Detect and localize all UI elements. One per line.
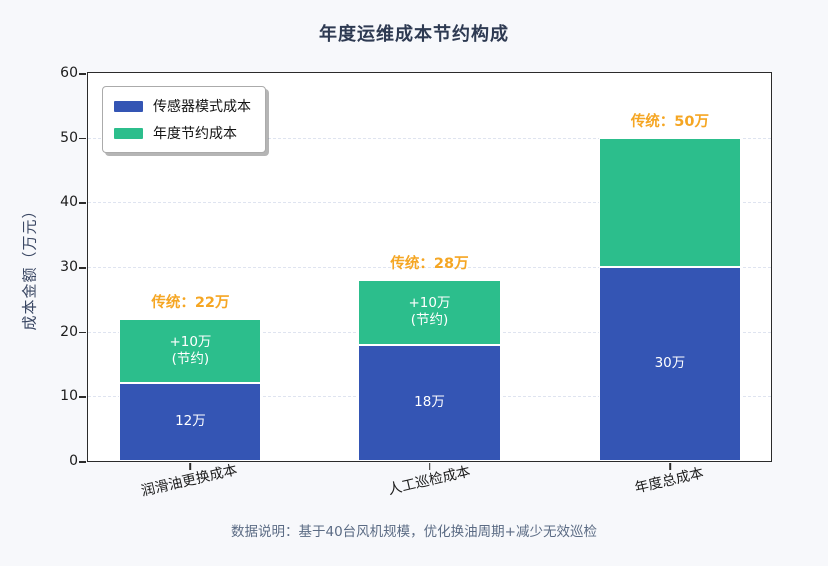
y-tick-mark [79,331,86,334]
bar-segment-sensor-label: 18万 [359,346,499,460]
legend-item-saving: 年度节约成本 [114,123,251,143]
plot-area: 60 50 40 30 20 10 0 传统：22万 +10万 (节约) [60,65,772,470]
saving-note: (节约) [171,351,210,368]
saving-value: +10万 [408,294,451,311]
bar-group-inspection: 传统：28万 +10万 (节约) 18万 [358,73,501,461]
bar-annotation-traditional: 传统：28万 [390,255,469,272]
y-tick-label-10: 10 [60,388,78,405]
bar-group-lubricant: 传统：22万 +10万 (节约) 12万 [119,73,262,461]
gridline-50 [88,137,771,139]
bar-segment-saving-label: +10万 (节约) [359,281,499,344]
y-tick-label-40: 40 [60,194,78,211]
legend-item-sensor: 传感器模式成本 [114,96,251,116]
saving-note: (节约) [410,312,449,329]
y-tick-label-50: 50 [60,129,78,146]
x-tick-mark [669,463,671,470]
y-axis-title: 成本金额（万元） [10,72,48,460]
y-tick-mark [79,267,86,269]
y-axis-title-text: 成本金额（万元） [20,201,39,331]
x-tick-mark [189,463,192,470]
y-tick-label-30: 30 [60,259,78,275]
gridline-30 [88,267,771,268]
legend-swatch-saving [114,127,143,139]
y-tick-mark [79,202,86,204]
y-tick-mark [79,73,86,75]
bar-segment-saving: +10万 (节约) [358,279,501,345]
legend-label-sensor: 传感器模式成本 [153,99,251,115]
sensor-value: 30万 [654,355,686,372]
bar-segment-sensor: 18万 [358,344,501,461]
y-tick-label-20: 20 [60,323,78,340]
bar-segment-sensor-label: 30万 [600,268,740,460]
bar-segment-sensor: 30万 [598,267,741,461]
y-tick-label-0: 0 [69,453,78,469]
y-tick-mark [79,461,86,463]
y-tick-mark [79,396,86,398]
legend-swatch-sensor [114,100,143,112]
bar-segment-sensor: 12万 [119,383,262,461]
bar-segment-saving [598,137,741,267]
bar-annotation-traditional: 传统：22万 [151,294,230,311]
bar-segment-sensor-label: 12万 [120,384,260,460]
y-tick-label-60: 60 [60,65,78,81]
bar-group-total: 传统：50万 30万 [598,73,741,461]
bar-segment-saving-label: +10万 (节约) [120,320,260,383]
saving-value: +10万 [169,333,212,350]
x-tick-label-inspection: 人工巡检成本 [386,463,472,499]
x-tick-label-lubricant: 润滑油更换成本 [140,462,240,500]
x-tick-label-total: 年度总成本 [633,465,706,497]
x-tick-mark [428,463,431,470]
bar-annotation-traditional: 传统：50万 [630,113,709,130]
sensor-value: 12万 [175,413,206,430]
bar-segment-saving: +10万 (节约) [119,318,262,384]
legend: 传感器模式成本 年度节约成本 [102,86,266,153]
chart-footnote: 数据说明：基于40台风机规模，优化换油周期+减少无效巡检 [231,524,597,540]
y-tick-mark [79,137,86,140]
gridline-40 [88,202,771,204]
chart-title: 年度运维成本节约构成 [319,24,509,45]
sensor-value: 18万 [414,394,445,411]
legend-label-saving: 年度节约成本 [153,126,237,142]
